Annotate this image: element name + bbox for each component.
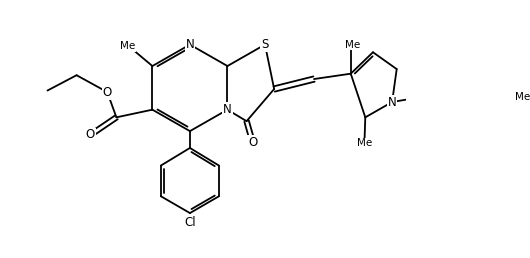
Text: O: O (103, 86, 112, 99)
Text: Me: Me (357, 138, 372, 148)
Text: S: S (261, 38, 269, 51)
Text: Me: Me (119, 41, 135, 51)
Text: Me: Me (344, 39, 360, 50)
Text: O: O (248, 136, 258, 149)
Text: O: O (86, 128, 95, 141)
Text: N: N (186, 38, 195, 51)
Text: Me: Me (516, 92, 530, 102)
Text: N: N (223, 103, 232, 116)
Text: N: N (388, 95, 396, 109)
Text: Cl: Cl (184, 216, 196, 229)
